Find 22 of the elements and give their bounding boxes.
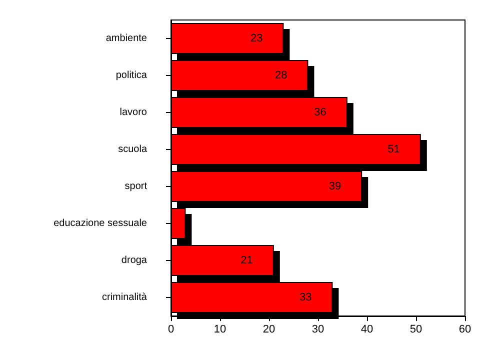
data-label: 23 xyxy=(250,32,263,44)
x-tick-label: 60 xyxy=(458,324,472,336)
x-tick-label: 40 xyxy=(360,324,374,336)
data-label: 36 xyxy=(314,106,326,118)
y-tick-label: scuola xyxy=(118,144,148,155)
y-tick-label: sport xyxy=(124,181,148,192)
y-tick-label: educazione sessuale xyxy=(54,218,148,229)
y-tick-label: politica xyxy=(116,70,148,81)
x-tick-label: 20 xyxy=(262,324,276,336)
y-tick-label: droga xyxy=(121,255,148,266)
data-label: 33 xyxy=(299,292,312,304)
data-label: 21 xyxy=(240,254,253,266)
y-tick-label: criminalità xyxy=(102,292,148,303)
data-label: 39 xyxy=(328,180,342,192)
data-label: 28 xyxy=(274,70,288,82)
x-tick-label: 0 xyxy=(168,324,174,336)
y-tick-label: lavoro xyxy=(120,107,148,118)
x-tick-label: 30 xyxy=(312,324,324,336)
y-tick-label: ambiente xyxy=(106,33,148,44)
x-tick-label: 10 xyxy=(214,324,226,336)
x-tick-label: 50 xyxy=(410,324,422,336)
data-label: 51 xyxy=(388,144,400,156)
